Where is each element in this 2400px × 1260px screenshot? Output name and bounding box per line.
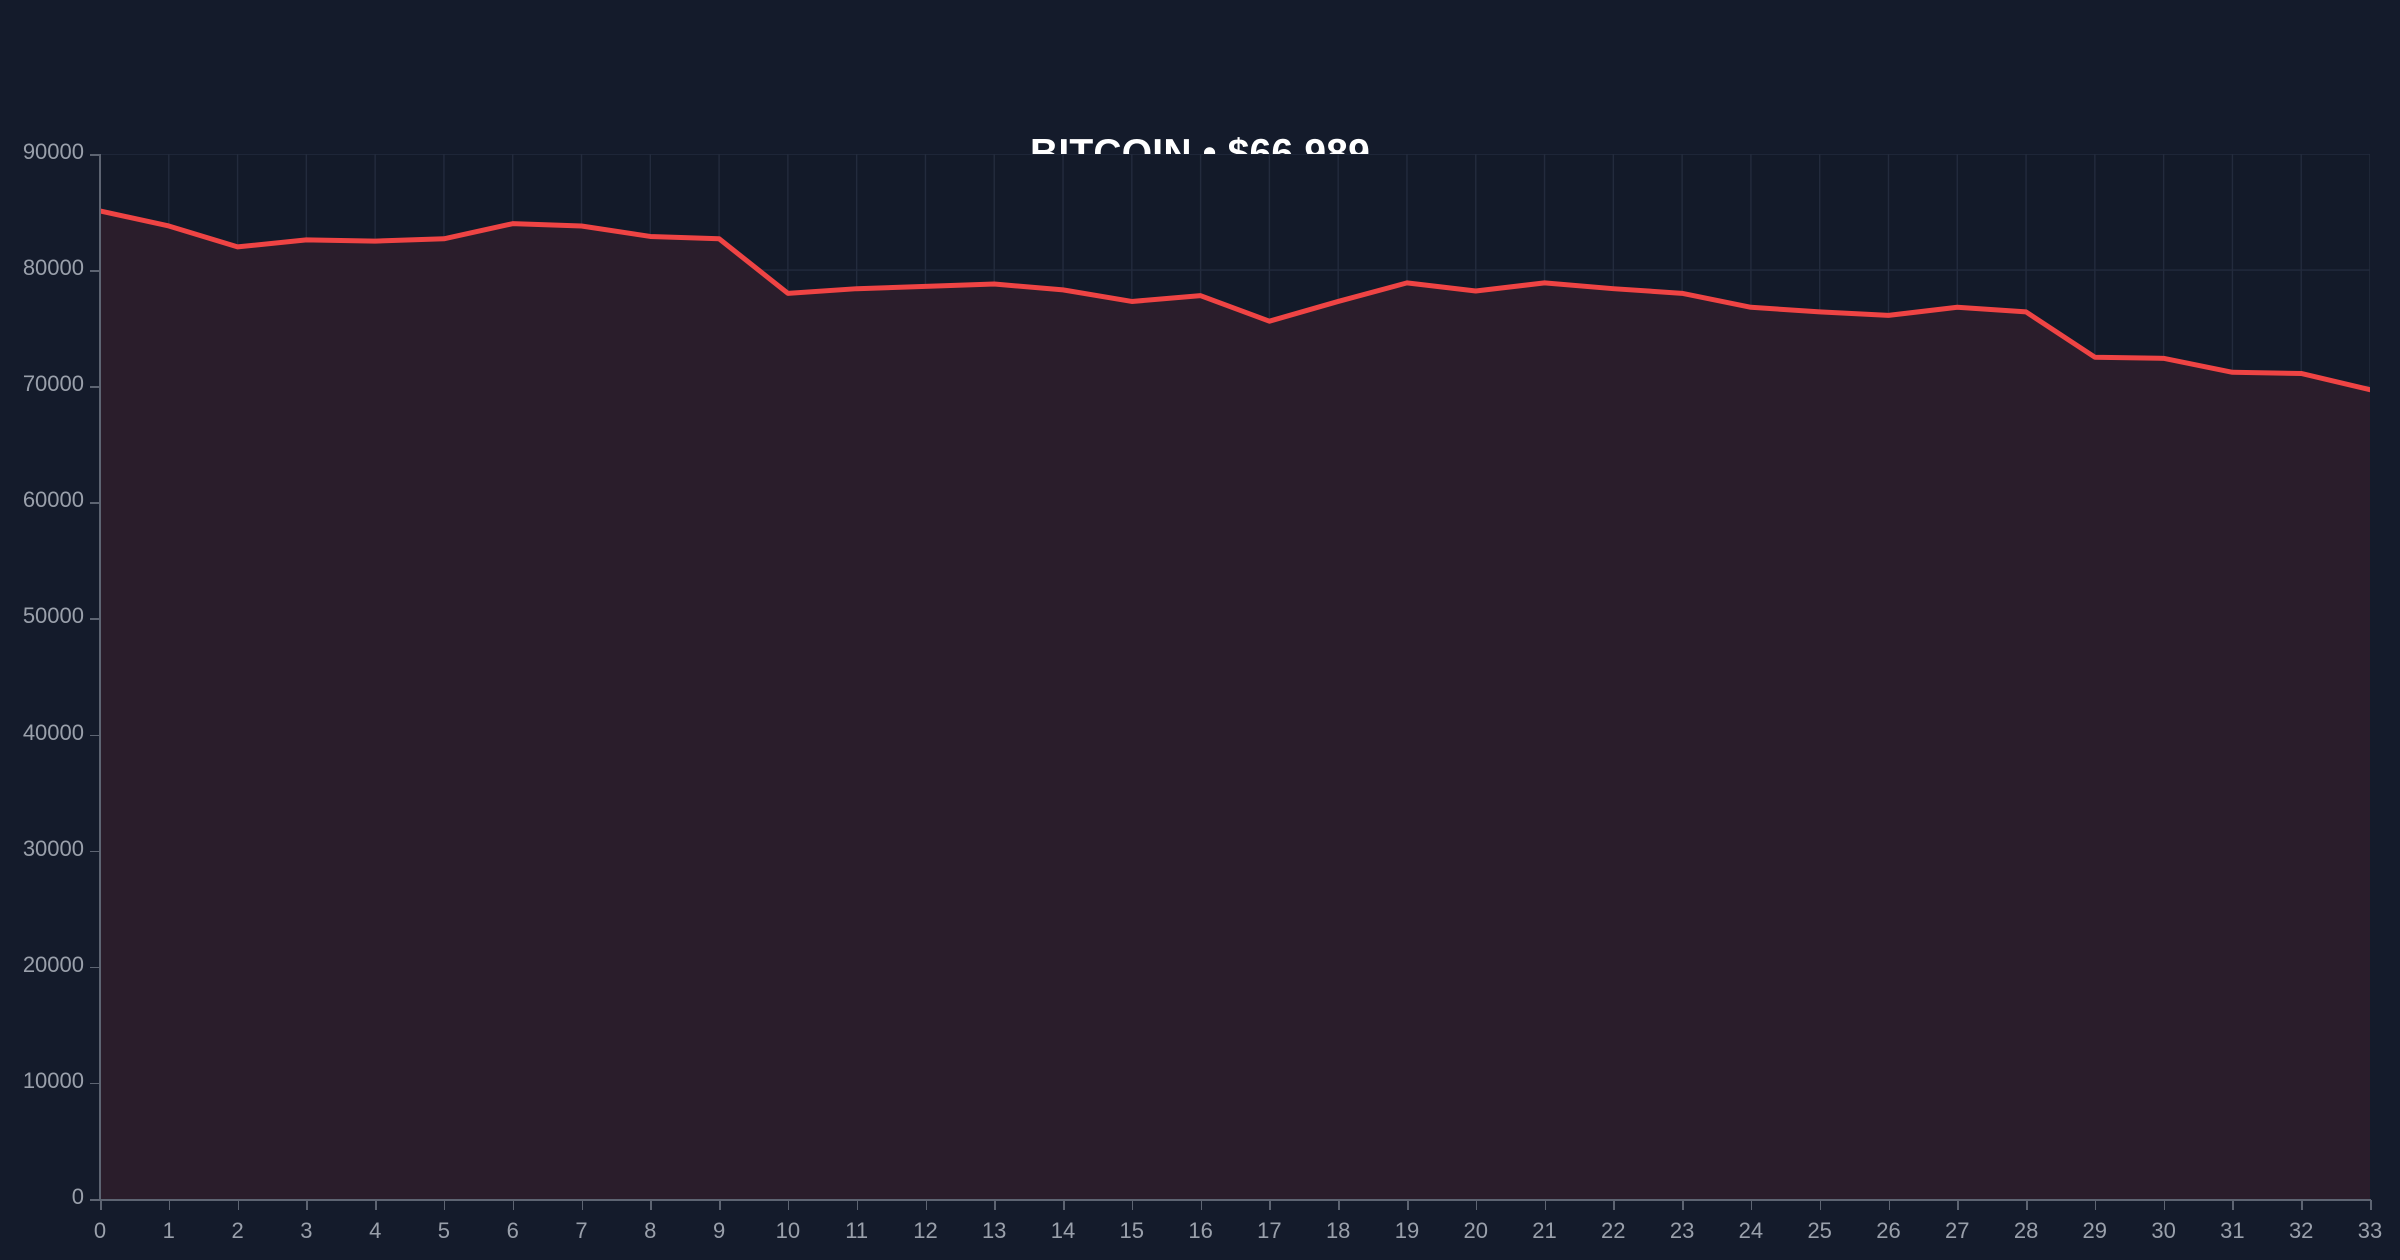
y-axis-spine xyxy=(99,154,101,1200)
y-tick-mark xyxy=(90,966,100,969)
x-tick-label: 32 xyxy=(2288,1218,2314,1243)
x-tick-mark xyxy=(237,1200,240,1210)
y-tick-mark xyxy=(90,502,100,504)
x-tick-label: 15 xyxy=(1119,1218,1145,1243)
x-tick-label: 20 xyxy=(1463,1218,1489,1243)
y-tick-mark xyxy=(90,270,100,272)
x-tick-label: 26 xyxy=(1876,1218,1901,1243)
x-tick-mark xyxy=(1613,1200,1615,1210)
y-tick-label: 40000 xyxy=(22,719,84,745)
y-tick-label: 30000 xyxy=(22,835,84,861)
x-tick-label: 9 xyxy=(712,1218,726,1243)
x-tick-mark xyxy=(1475,1200,1478,1210)
x-tick-mark xyxy=(2232,1200,2234,1210)
x-tick-mark xyxy=(581,1200,583,1210)
x-tick-mark xyxy=(1544,1200,1546,1210)
x-tick-mark xyxy=(994,1200,996,1210)
x-tick-mark xyxy=(1407,1200,1409,1210)
x-tick-mark xyxy=(2301,1200,2303,1210)
y-tick-label: 10000 xyxy=(22,1067,84,1093)
x-tick-label: 13 xyxy=(981,1218,1007,1243)
x-tick-label: 17 xyxy=(1257,1218,1282,1243)
x-tick-label: 21 xyxy=(1532,1218,1557,1243)
x-tick-mark xyxy=(512,1200,515,1210)
y-tick-label: 0 xyxy=(71,1184,84,1209)
y-tick-mark xyxy=(90,618,100,620)
y-tick-label: 20000 xyxy=(22,951,84,977)
x-axis-spine xyxy=(100,1199,2371,1201)
y-tick-mark xyxy=(90,850,100,853)
x-tick-mark xyxy=(2370,1200,2372,1210)
x-tick-mark xyxy=(1957,1200,1959,1210)
x-tick-label: 2 xyxy=(231,1218,244,1243)
x-tick-label: 24 xyxy=(1738,1218,1764,1243)
x-tick-mark xyxy=(925,1200,927,1210)
x-tick-label: 6 xyxy=(506,1218,519,1243)
x-tick-mark xyxy=(100,1200,102,1210)
x-tick-mark xyxy=(1200,1200,1203,1210)
y-tick-label: 50000 xyxy=(22,603,84,629)
x-tick-label: 28 xyxy=(2013,1218,2039,1243)
x-tick-label: 5 xyxy=(437,1218,451,1243)
price-line xyxy=(100,211,2370,390)
x-tick-mark xyxy=(1269,1200,1271,1210)
y-tick-label: 60000 xyxy=(22,487,84,513)
x-tick-mark xyxy=(1819,1200,1822,1210)
y-tick-label: 90000 xyxy=(22,139,84,164)
y-tick-mark xyxy=(90,154,100,156)
y-tick-label: 70000 xyxy=(22,371,84,397)
x-tick-label: 22 xyxy=(1601,1218,1626,1243)
x-tick-mark xyxy=(787,1200,790,1210)
y-tick-mark xyxy=(90,734,100,737)
x-tick-label: 31 xyxy=(2220,1218,2245,1243)
x-tick-mark xyxy=(168,1200,171,1210)
x-tick-mark xyxy=(1682,1200,1684,1210)
y-tick-label: 80000 xyxy=(22,255,84,281)
x-tick-label: 30 xyxy=(2151,1218,2176,1243)
x-tick-mark xyxy=(2026,1200,2028,1210)
x-tick-label: 29 xyxy=(2082,1218,2108,1243)
x-tick-label: 18 xyxy=(1325,1218,1351,1243)
x-tick-label: 19 xyxy=(1394,1218,1420,1243)
x-tick-mark xyxy=(650,1200,652,1210)
x-tick-mark xyxy=(1063,1200,1065,1210)
x-tick-mark xyxy=(1750,1200,1753,1210)
price-area-fill xyxy=(100,210,2370,1199)
x-tick-label: 16 xyxy=(1188,1218,1213,1243)
x-tick-mark xyxy=(2163,1200,2166,1210)
x-tick-mark xyxy=(306,1200,308,1210)
x-tick-mark xyxy=(1131,1200,1134,1210)
x-tick-label: 8 xyxy=(644,1218,657,1243)
x-tick-label: 1 xyxy=(162,1218,175,1243)
x-tick-label: 14 xyxy=(1050,1218,1076,1243)
y-tick-mark xyxy=(90,386,100,388)
x-tick-mark xyxy=(1338,1200,1340,1210)
x-tick-mark xyxy=(375,1200,377,1210)
x-tick-label: 4 xyxy=(369,1218,382,1243)
x-tick-label: 12 xyxy=(913,1218,938,1243)
x-tick-label: 23 xyxy=(1669,1218,1695,1243)
x-tick-mark xyxy=(443,1200,446,1210)
x-tick-label: 3 xyxy=(300,1218,313,1243)
x-tick-label: 33 xyxy=(2357,1218,2383,1243)
x-tick-label: 10 xyxy=(775,1218,801,1243)
x-tick-mark xyxy=(2094,1200,2097,1210)
plot-area xyxy=(100,154,2370,1199)
x-tick-mark xyxy=(856,1200,859,1210)
x-tick-mark xyxy=(1888,1200,1890,1210)
x-tick-label: 25 xyxy=(1807,1218,1832,1243)
x-tick-label: 11 xyxy=(845,1218,869,1243)
x-tick-mark xyxy=(719,1200,721,1210)
x-tick-label: 27 xyxy=(1945,1218,1970,1243)
x-tick-label: 7 xyxy=(575,1218,588,1243)
price-series xyxy=(100,154,2370,1199)
y-tick-mark xyxy=(90,1082,100,1085)
x-tick-label: 0 xyxy=(93,1218,107,1243)
y-tick-mark xyxy=(90,1199,100,1201)
